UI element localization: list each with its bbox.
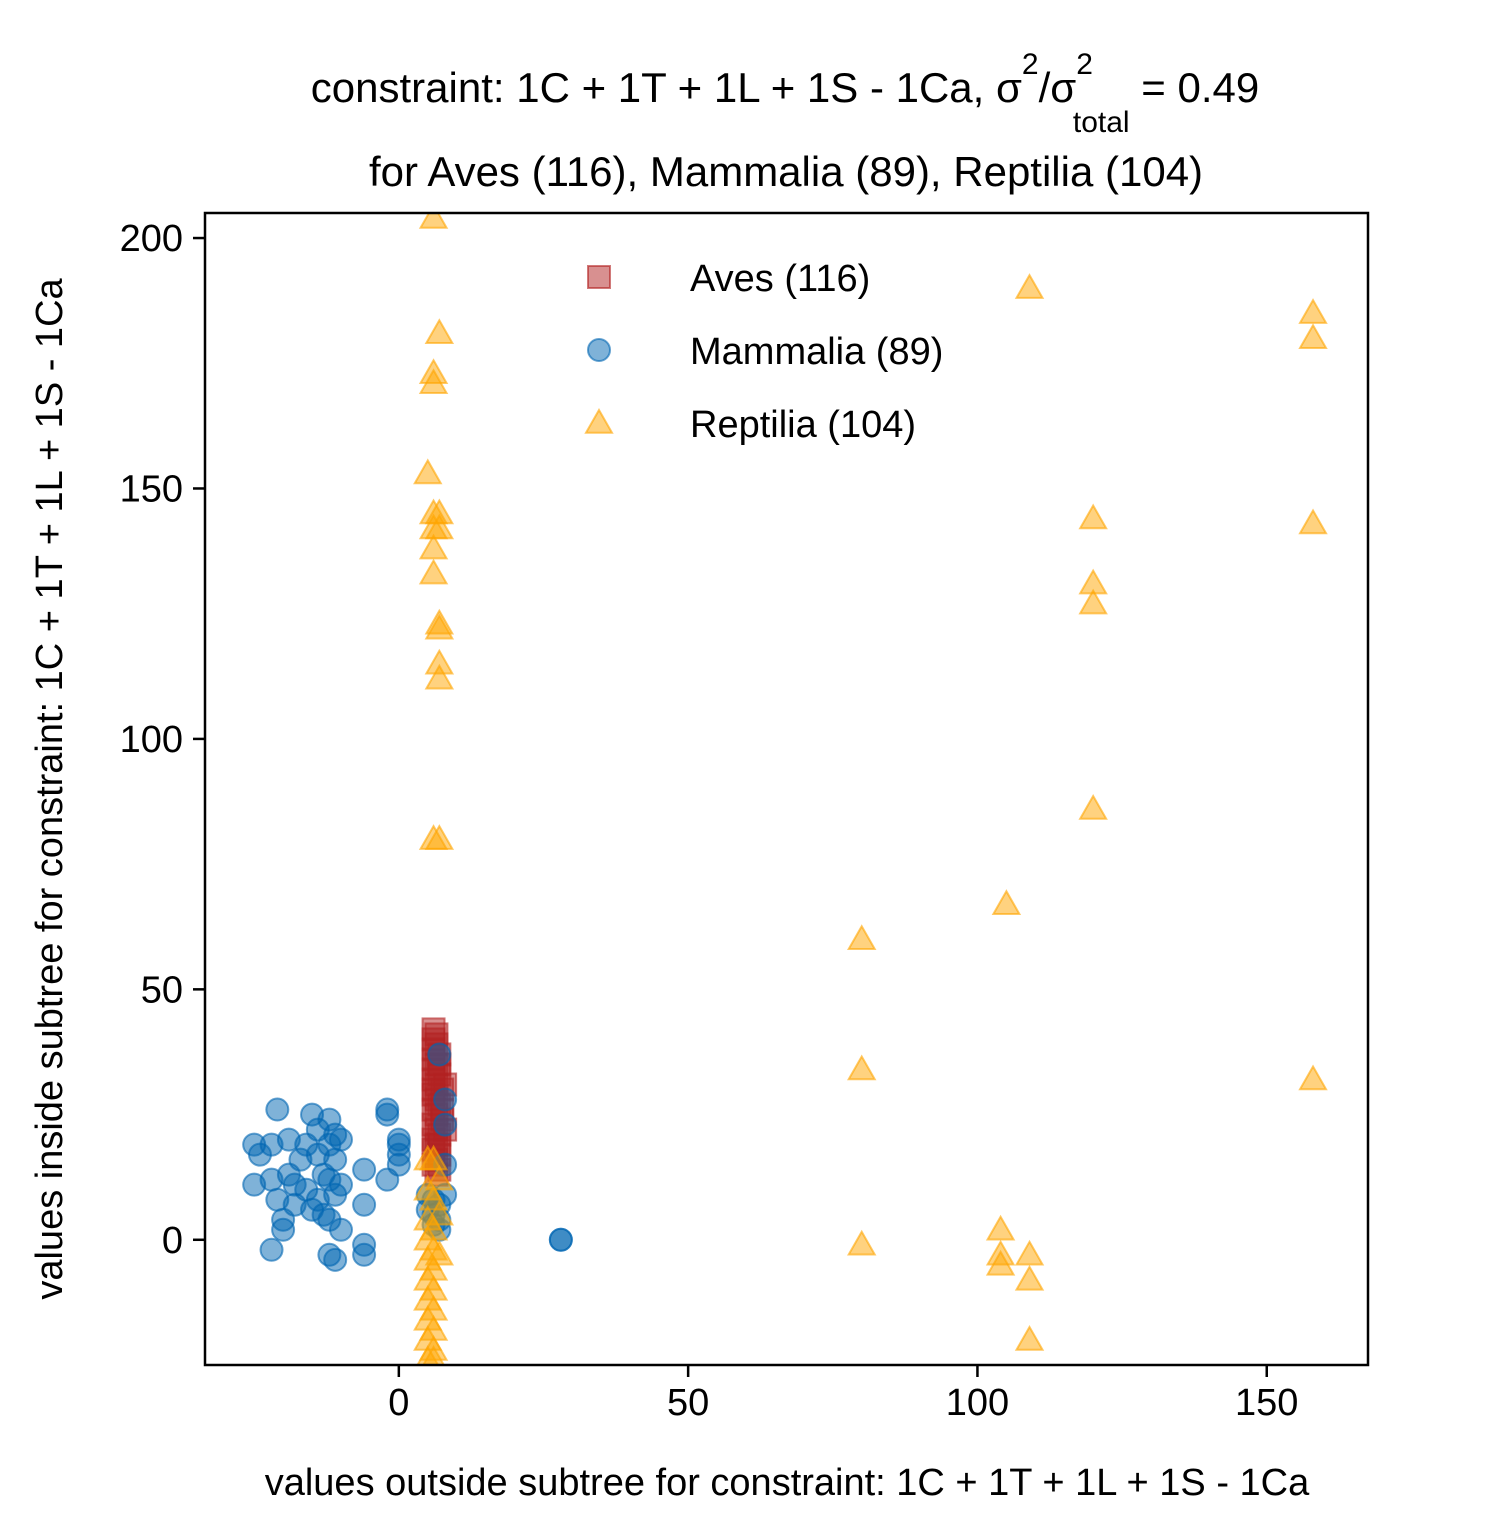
triangle-point: [424, 663, 455, 690]
triangle-point: [418, 533, 449, 560]
y-tick-label: 100: [120, 719, 183, 761]
x-tick-label: 50: [667, 1382, 709, 1424]
triangle-point: [1078, 588, 1108, 615]
triangle-point: [1014, 1324, 1045, 1351]
title-sub: total: [1073, 106, 1130, 139]
triangle-point: [1078, 794, 1108, 820]
triangle-point: [1014, 1264, 1045, 1291]
triangle-point: [1298, 298, 1328, 324]
triangle-point: [422, 1344, 445, 1365]
title-tail: = 0.49: [1130, 64, 1260, 111]
y-tick-label: 50: [141, 969, 183, 1011]
chart-subtitle: for Aves (116), Mammalia (89), Reptilia …: [369, 148, 1203, 195]
triangle-point: [1014, 273, 1045, 299]
y-axis: 0 50 100 150 200: [120, 218, 205, 1262]
circle-point: [328, 1127, 353, 1152]
title-line1: constraint: 1C + 1T + 1L + 1S - 1Ca, σ: [311, 64, 1022, 111]
circle-point: [352, 1157, 377, 1182]
legend-label: Mammalia (89): [690, 331, 943, 373]
triangle-point: [424, 513, 455, 540]
triangle-point: [418, 368, 449, 395]
circle-point: [548, 1227, 573, 1252]
triangle-point: [985, 1249, 1016, 1276]
circle-point: [433, 1112, 458, 1137]
triangle-point: [846, 1229, 877, 1256]
legend-entry: Reptilia (104): [584, 404, 916, 446]
triangle-point: [1298, 1064, 1328, 1091]
circle-point: [433, 1087, 458, 1112]
triangle-point: [424, 1164, 455, 1191]
triangle-point: [413, 458, 443, 485]
triangle-point: [991, 889, 1022, 915]
triangle-point: [424, 613, 455, 640]
triangle-point: [1298, 508, 1328, 535]
x-tick-label: 150: [1235, 1382, 1298, 1424]
circle-point: [328, 1217, 353, 1242]
x-axis-label: values outside subtree for constraint: 1…: [265, 1462, 1310, 1504]
y-tick-label: 200: [120, 218, 183, 260]
y-tick-label: 150: [120, 468, 183, 510]
triangle-point: [1078, 503, 1108, 530]
triangle-point: [846, 1054, 877, 1081]
triangle-point: [418, 558, 449, 585]
circle-point: [328, 1172, 353, 1197]
circle-point: [265, 1097, 290, 1122]
circle-point: [259, 1237, 284, 1262]
triangle-point: [985, 1214, 1016, 1241]
title-sup2: 2: [1076, 48, 1093, 81]
legend-triangle-icon: [584, 407, 614, 434]
legend: Aves (116) Mammalia (89) Reptilia (104): [584, 258, 943, 446]
triangle-point: [418, 213, 449, 229]
triangle-point: [424, 824, 455, 850]
points-layer: [242, 213, 1328, 1365]
circle-point: [352, 1242, 377, 1267]
series-1: [242, 1042, 573, 1272]
legend-square-icon: [587, 265, 611, 289]
plot-frame: [203, 211, 1370, 1367]
triangle-point: [418, 1144, 449, 1171]
title-sup1: 2: [1022, 48, 1039, 81]
circle-point: [427, 1042, 452, 1067]
circle-point: [271, 1217, 296, 1242]
triangle-point: [424, 1239, 455, 1266]
title-mid: /σ: [1039, 64, 1077, 111]
circle-point: [375, 1102, 400, 1127]
triangle-point: [846, 924, 877, 951]
x-tick-label: 0: [388, 1382, 409, 1424]
chart-title: constraint: 1C + 1T + 1L + 1S - 1Ca, σ2/…: [311, 48, 1259, 139]
circle-point: [352, 1192, 377, 1217]
y-axis-label: values inside subtree for constraint: 1C…: [29, 277, 71, 1299]
legend-entry: Aves (116): [587, 258, 870, 300]
triangle-point: [1014, 1239, 1045, 1266]
x-tick-label: 100: [946, 1382, 1009, 1424]
triangle-point: [424, 1199, 455, 1226]
circle-point: [323, 1147, 348, 1172]
y-tick-label: 0: [162, 1220, 183, 1262]
legend-label: Reptilia (104): [690, 404, 916, 446]
triangle-point: [1298, 323, 1328, 349]
circle-point: [386, 1152, 411, 1177]
series-2: [413, 213, 1328, 1365]
x-axis: 0 50 100 150: [388, 1365, 1298, 1424]
circle-point: [323, 1247, 348, 1272]
legend-circle-icon: [587, 338, 611, 362]
legend-entry: Mammalia (89): [587, 331, 943, 373]
legend-label: Aves (116): [690, 258, 870, 300]
triangle-point: [424, 318, 455, 344]
